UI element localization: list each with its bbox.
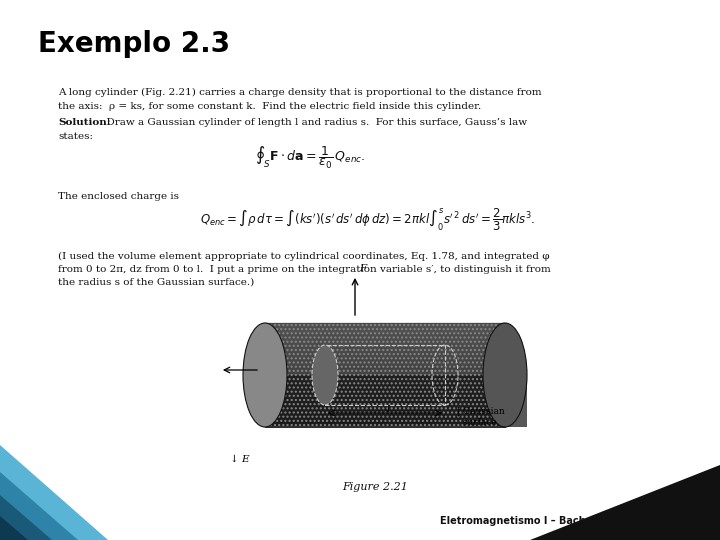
Text: states:: states:: [58, 132, 93, 141]
Text: Draw a Gaussian cylinder of length l and radius s.  For this surface, Gauss’s la: Draw a Gaussian cylinder of length l and…: [100, 118, 527, 127]
Bar: [265, 375, 527, 427]
Text: F: F: [359, 264, 366, 273]
Bar: [265, 416, 505, 427]
Text: (I used the volume element appropriate to cylindrical coordinates, Eq. 1.78, and: (I used the volume element appropriate t…: [58, 252, 549, 261]
Bar: [265, 333, 505, 344]
Polygon shape: [0, 472, 78, 540]
Bar: [265, 386, 505, 396]
Bar: [265, 344, 505, 354]
Ellipse shape: [243, 323, 287, 427]
Bar: [265, 354, 505, 364]
Polygon shape: [0, 445, 108, 540]
Bar: [265, 375, 505, 386]
Ellipse shape: [312, 345, 338, 405]
Bar: [265, 323, 505, 427]
Bar: [325, 345, 445, 405]
Polygon shape: [0, 495, 52, 540]
Text: Figure 2.21: Figure 2.21: [342, 482, 408, 492]
Text: Exemplo 2.3: Exemplo 2.3: [38, 30, 230, 58]
Text: A long cylinder (Fig. 2.21) carries a charge density that is proportional to the: A long cylinder (Fig. 2.21) carries a ch…: [58, 88, 541, 97]
Text: $Q_{enc} = \int \rho\, d\tau = \int (ks')(s'\, ds'\, d\phi\, dz) = 2\pi kl \int_: $Q_{enc} = \int \rho\, d\tau = \int (ks'…: [200, 207, 536, 233]
Bar: [265, 396, 505, 406]
Bar: [265, 364, 505, 375]
Text: Eletromagnetismo I – Bacharelado em Física/UFMS - Prof. Paulo Rosa: Eletromagnetismo I – Bacharelado em Físi…: [440, 516, 720, 526]
Ellipse shape: [483, 323, 527, 427]
Text: the axis:  ρ = ks, for some constant k.  Find the electric field inside this cyl: the axis: ρ = ks, for some constant k. F…: [58, 102, 481, 111]
Text: the radius s of the Gaussian surface.): the radius s of the Gaussian surface.): [58, 278, 254, 287]
Polygon shape: [530, 465, 720, 540]
Text: from 0 to 2π, dz from 0 to l.  I put a prime on the integration variable s′, to : from 0 to 2π, dz from 0 to l. I put a pr…: [58, 265, 551, 274]
Bar: [265, 406, 505, 416]
Text: 114: 114: [700, 516, 720, 526]
Text: ↓ E: ↓ E: [230, 455, 250, 464]
Text: | Gaussian
  surface: | Gaussian surface: [457, 407, 505, 427]
Text: l: l: [387, 405, 390, 414]
Bar: [265, 323, 505, 333]
Polygon shape: [0, 516, 28, 540]
Text: The enclosed charge is: The enclosed charge is: [58, 192, 179, 201]
Text: Solution:: Solution:: [58, 118, 111, 127]
Text: $\oint_S \mathbf{F} \cdot d\mathbf{a} = \dfrac{1}{\varepsilon_0}\, Q_{enc}.$: $\oint_S \mathbf{F} \cdot d\mathbf{a} = …: [255, 145, 365, 171]
Bar: [265, 323, 505, 427]
